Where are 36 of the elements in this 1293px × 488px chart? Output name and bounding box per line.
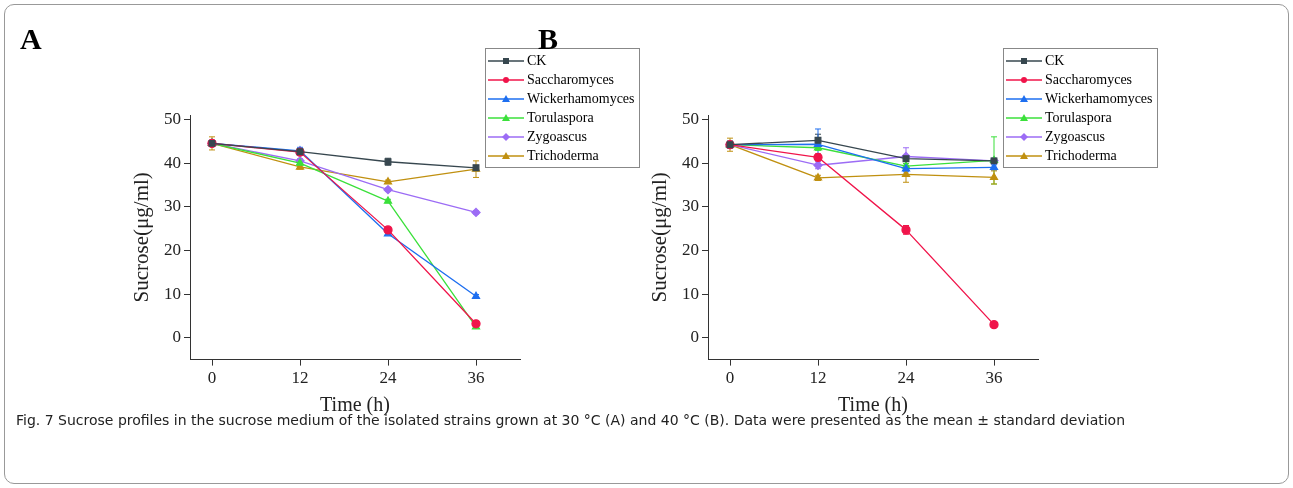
y-tick-label: 50 — [164, 108, 181, 128]
x-tick-label: 0 — [207, 368, 217, 388]
x-tick-label: 0 — [725, 368, 735, 388]
x-tick-label: 24 — [897, 368, 915, 388]
y-tick-label: 0 — [690, 327, 699, 347]
legend-label: CK — [527, 52, 547, 70]
legend-label: Trichoderma — [1045, 147, 1117, 165]
y-tick-label: 30 — [682, 196, 699, 216]
legend-label: Torulaspora — [527, 109, 594, 127]
x-tick-label: 12 — [809, 368, 827, 388]
legend-label: CK — [1045, 52, 1065, 70]
legend-label: Zygoascus — [1045, 128, 1105, 146]
y-tick-label: 10 — [682, 283, 699, 303]
y-tick-label: 0 — [172, 327, 181, 347]
legend-label: Torulaspora — [1045, 109, 1112, 127]
y-axis-title: Sucrose(μg/ml) — [129, 172, 154, 303]
legend-label: Wickerhamomyces — [1045, 90, 1153, 108]
y-tick-label: 40 — [682, 152, 699, 172]
y-tick-label: 30 — [164, 196, 181, 216]
y-tick-label: 20 — [682, 239, 699, 259]
x-tick-label: 36 — [985, 368, 1003, 388]
legend-label: Saccharomyces — [527, 71, 615, 89]
y-tick-label: 10 — [164, 283, 181, 303]
legend-label: Wickerhamomyces — [527, 90, 635, 108]
chart-title: A — [20, 22, 42, 56]
y-tick-label: 40 — [164, 152, 181, 172]
y-tick-label: 50 — [682, 108, 699, 128]
legend-label: Saccharomyces — [1045, 71, 1133, 89]
x-tick-label: 24 — [379, 368, 397, 388]
legend-label: Trichoderma — [527, 147, 599, 165]
y-tick-label: 20 — [164, 239, 181, 259]
y-axis-title: Sucrose(μg/ml) — [647, 172, 672, 303]
chart-title: B — [538, 22, 559, 55]
x-tick-label: 36 — [467, 368, 485, 388]
x-tick-label: 12 — [291, 368, 309, 388]
legend-label: Zygoascus — [527, 128, 587, 146]
